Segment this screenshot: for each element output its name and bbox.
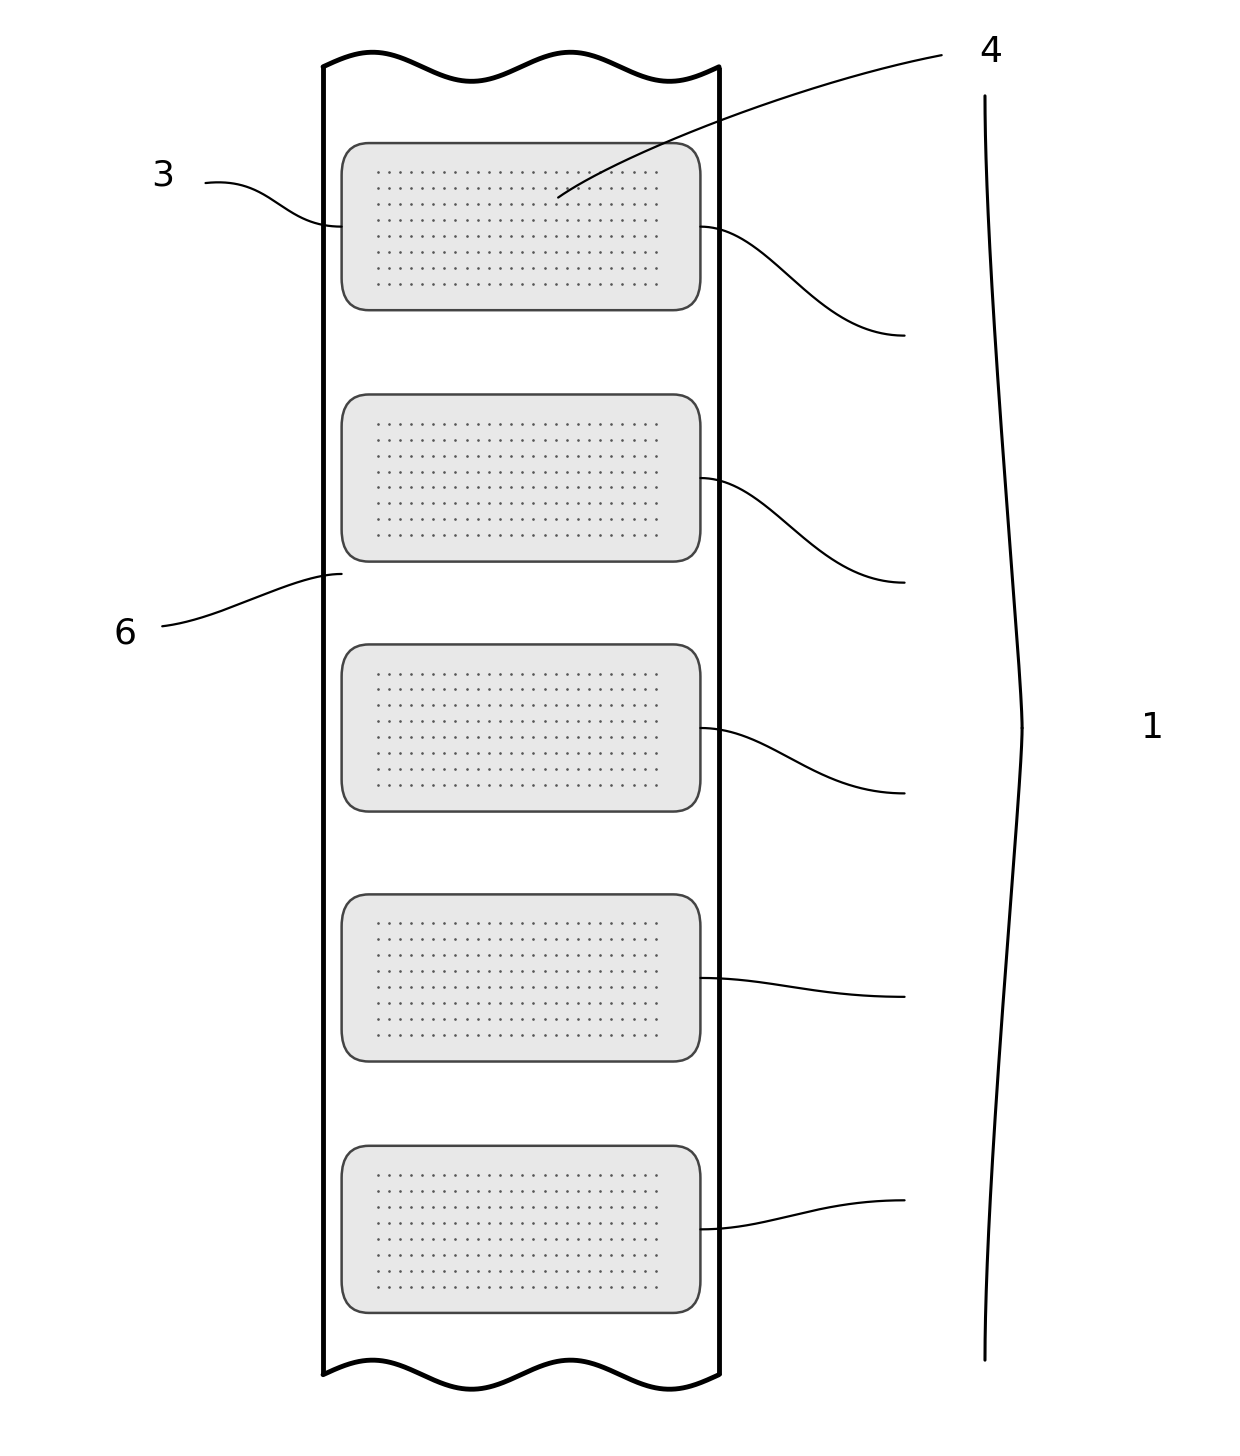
Text: 6: 6 bbox=[114, 616, 136, 651]
Polygon shape bbox=[324, 67, 719, 1374]
Text: 4: 4 bbox=[980, 35, 1003, 70]
FancyBboxPatch shape bbox=[342, 143, 701, 310]
FancyBboxPatch shape bbox=[342, 1146, 701, 1313]
FancyBboxPatch shape bbox=[342, 894, 701, 1061]
Text: 3: 3 bbox=[151, 159, 174, 192]
FancyBboxPatch shape bbox=[342, 645, 701, 811]
FancyBboxPatch shape bbox=[342, 395, 701, 562]
Text: 1: 1 bbox=[1141, 711, 1163, 745]
